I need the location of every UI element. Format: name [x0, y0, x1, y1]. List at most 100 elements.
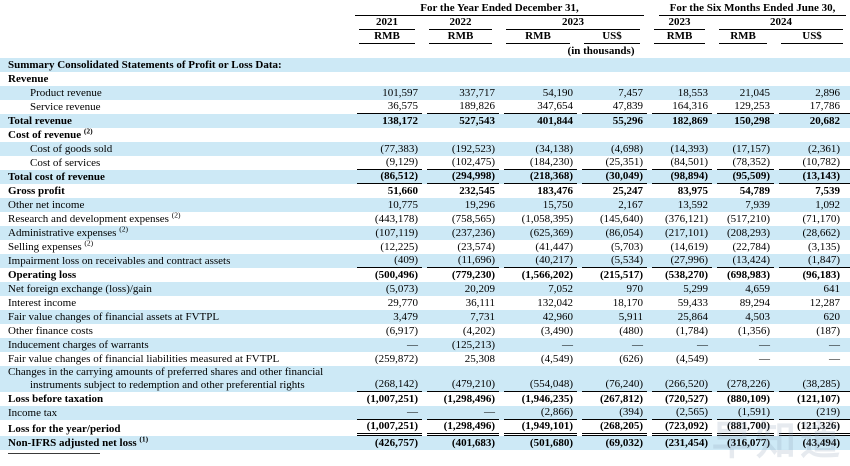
cell-value: (4,549)	[540, 353, 573, 365]
cell-value	[774, 128, 850, 142]
cell-value: —	[829, 353, 841, 365]
row-label: Other net income	[0, 198, 352, 212]
cell-value: (1,946,235)	[521, 393, 573, 405]
cell-value: 18,553	[647, 86, 713, 100]
cell-value: (98,894)	[647, 170, 713, 184]
year-header: 2021	[359, 16, 415, 30]
cell-value: (237,236)	[422, 226, 499, 240]
cell-value: 59,433	[677, 297, 709, 309]
cell-value: 182,869	[647, 114, 713, 128]
cell-value: 7,052	[499, 282, 577, 296]
cell-value: (23,574)	[457, 241, 495, 253]
cell-value: 4,503	[712, 310, 775, 324]
cell-value: 21,045	[712, 86, 775, 100]
currency-header: RMB	[429, 30, 492, 44]
cell-value: (268,142)	[352, 366, 422, 392]
cell-value: (294,998)	[422, 170, 499, 184]
cell-value: (27,996)	[647, 254, 713, 268]
cell-value: 54,190	[499, 86, 577, 100]
table-row: Gross profit 51,660 232,545 183,476 25,247 83…	[0, 184, 850, 198]
cell-value: (394)	[577, 406, 648, 420]
footnote-marker: (2)	[83, 126, 93, 136]
cell-value: (266,520)	[647, 366, 713, 392]
cell-value	[647, 128, 712, 142]
cell-value: 54,789	[739, 185, 771, 197]
six-months-group-header: For the Six Months Ended June 30,	[659, 2, 847, 16]
cell-value: (626)	[619, 353, 644, 365]
cell-value: (554,048)	[499, 366, 577, 392]
cell-value: (443,178)	[374, 213, 418, 225]
cell-value: (71,170)	[802, 213, 841, 225]
cell-value: (14,619)	[670, 241, 709, 253]
row-label: Loss before taxation	[8, 393, 104, 405]
cell-value: (96,183)	[802, 269, 841, 281]
cell-value: (184,230)	[499, 156, 577, 170]
cell-value: (4,698)	[577, 142, 648, 156]
row-label: Interest income	[8, 297, 77, 309]
cell-value: (1,847)	[774, 254, 850, 268]
cell-value: (401,683)	[422, 436, 499, 450]
cell-value: (4,202)	[462, 325, 495, 337]
cell-value: —	[647, 338, 713, 352]
currency-header: RMB	[359, 30, 415, 44]
table-row: Research and development expenses (2) (44…	[0, 210, 850, 226]
cell-value: (217,101)	[647, 226, 713, 240]
table-row: Fair value changes of financial liabilit…	[0, 352, 850, 366]
cell-value: —	[352, 406, 422, 420]
cell-value: (215,517)	[599, 269, 644, 281]
cell-value	[499, 58, 577, 72]
table-row: Loss before taxation (1,007,251) (1,298,49…	[0, 392, 850, 406]
cell-value: (28,662)	[774, 226, 850, 240]
table-row: Cost of services (9,129) (102,475) (184,230…	[0, 156, 850, 170]
cell-value: (86,054)	[577, 226, 648, 240]
cell-value: (723,092)	[647, 420, 713, 436]
table-row: Impairment loss on receivables and contr…	[0, 254, 850, 268]
profit-loss-table: For the Year Ended December 31, For the …	[0, 2, 850, 450]
cell-value: —	[577, 338, 648, 352]
cell-value: (426,757)	[352, 436, 422, 450]
cell-value: 183,476	[537, 185, 573, 197]
cell-value: (78,352)	[712, 156, 775, 170]
cell-value: (517,210)	[726, 213, 771, 225]
cell-value	[712, 58, 775, 72]
cell-value: (22,784)	[732, 241, 771, 253]
row-label: Product revenue	[0, 86, 352, 100]
footnote-divider	[8, 453, 100, 454]
in-thousands-note: (in thousands)	[567, 45, 635, 57]
cell-value: (95,509)	[712, 170, 775, 184]
cell-value: (1,007,251)	[366, 393, 418, 405]
footnote-marker: (2)	[84, 238, 94, 248]
table-row: Cost of goods sold (77,383) (192,523) (34,1…	[0, 142, 850, 156]
cell-value: 55,296	[577, 114, 648, 128]
footnote-marker: (2)	[171, 210, 181, 220]
cell-value: (1,007,251)	[352, 420, 422, 436]
cell-value: 42,960	[499, 310, 577, 324]
year-header: 2022	[429, 16, 492, 30]
row-label: Cost of revenue (2)	[8, 126, 93, 141]
cell-value: (77,383)	[352, 142, 422, 156]
cell-value: —	[774, 338, 850, 352]
row-label: Total revenue	[0, 114, 352, 128]
cell-value	[577, 72, 647, 86]
cell-value: (86,512)	[352, 170, 422, 184]
cell-value: 36,575	[352, 100, 422, 114]
cell-value: 25,247	[612, 185, 644, 197]
cell-value: (192,523)	[422, 142, 499, 156]
year-header: 2023	[506, 16, 641, 30]
table-row: Total revenue 138,172 527,543 401,844 55,296…	[0, 114, 850, 128]
table-row: Net foreign exchange (loss)/gain (5,073) 2…	[0, 282, 850, 296]
table-row: Loss for the year/period (1,007,251) (1,29…	[0, 420, 850, 436]
cell-value: 2,167	[577, 198, 648, 212]
table-row: Operating loss (500,496) (779,230) (1,566,2…	[0, 268, 850, 282]
cell-value: (625,369)	[499, 226, 577, 240]
cell-value: 4,659	[712, 282, 775, 296]
table-row: Total cost of revenue (86,512) (294,998) (2…	[0, 170, 850, 184]
cell-value: 620	[774, 310, 850, 324]
cell-value: (1,591)	[712, 406, 775, 420]
cell-value: 164,316	[647, 100, 713, 114]
cell-value: (881,700)	[712, 420, 775, 436]
cell-value: (40,217)	[499, 254, 577, 268]
table-row: Fair value changes of financial assets a…	[0, 310, 850, 324]
cell-value: (1,784)	[675, 325, 709, 337]
